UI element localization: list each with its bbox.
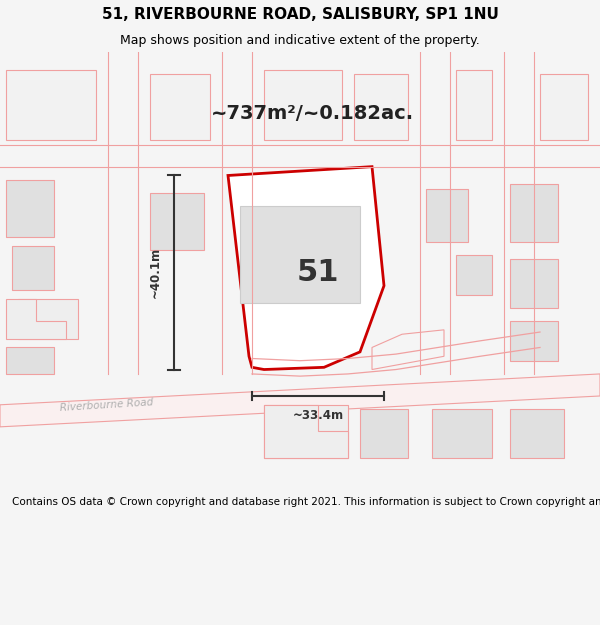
Bar [540, 74, 588, 140]
Bar [510, 409, 564, 458]
Text: ~33.4m: ~33.4m [292, 409, 344, 422]
Text: ~40.1m: ~40.1m [149, 247, 162, 298]
Text: Contains OS data © Crown copyright and database right 2021. This information is : Contains OS data © Crown copyright and d… [12, 497, 600, 507]
Bar [510, 259, 558, 308]
Bar [360, 409, 408, 458]
Bar [456, 69, 492, 140]
Bar [432, 409, 492, 458]
Bar [456, 255, 492, 294]
Text: 51: 51 [297, 258, 339, 287]
Text: 51, RIVERBOURNE ROAD, SALISBURY, SP1 1NU: 51, RIVERBOURNE ROAD, SALISBURY, SP1 1NU [101, 7, 499, 22]
Bar [240, 206, 360, 303]
Polygon shape [264, 405, 348, 458]
Text: Map shows position and indicative extent of the property.: Map shows position and indicative extent… [120, 34, 480, 47]
Polygon shape [372, 330, 444, 369]
Bar [510, 184, 558, 242]
Bar [150, 74, 210, 140]
Bar [12, 246, 54, 290]
Polygon shape [6, 299, 66, 339]
Bar [264, 405, 348, 458]
Polygon shape [228, 167, 384, 369]
Bar [6, 69, 96, 140]
Bar [264, 69, 342, 140]
Bar [426, 189, 468, 242]
Bar [6, 348, 54, 374]
Bar [150, 193, 204, 251]
Polygon shape [0, 374, 600, 427]
Bar [6, 180, 54, 238]
Text: ~737m²/~0.182ac.: ~737m²/~0.182ac. [211, 104, 413, 123]
Bar [354, 74, 408, 140]
Bar [510, 321, 558, 361]
Bar [18, 299, 78, 339]
Text: Riverbourne Road: Riverbourne Road [60, 397, 154, 412]
